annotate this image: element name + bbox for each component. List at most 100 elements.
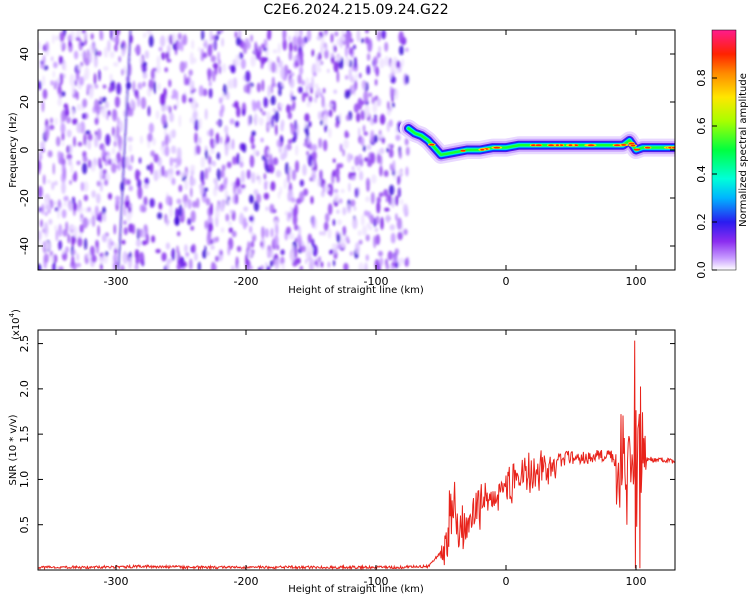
- spectrogram-noise-blob: [188, 69, 193, 76]
- spectrogram-noise-blob: [358, 262, 364, 270]
- spectrogram-noise-blob: [379, 154, 383, 166]
- spectrogram-noise-blob: [90, 217, 94, 225]
- spectrogram-noise-blob: [267, 149, 270, 156]
- spectrogram-noise-blob: [197, 261, 201, 270]
- spectrogram-noise-blob: [270, 95, 276, 106]
- spectrogram-noise-blob: [333, 188, 339, 193]
- spectrogram-noise-blob: [89, 44, 93, 52]
- spectrogram-noise-blob: [344, 75, 349, 80]
- spectrogram-noise-blob: [67, 158, 72, 166]
- snr-y-axis-label: SNR (10 * v/v): [8, 414, 19, 485]
- spectrogram-noise-blob: [87, 159, 92, 169]
- spectrogram-noise-blob: [235, 177, 241, 188]
- spectrogram-noise-blob: [76, 68, 80, 81]
- spectrogram-noise-blob: [311, 215, 316, 229]
- spectrogram-noise-blob: [97, 213, 100, 219]
- spectrogram-noise-blob: [61, 181, 66, 195]
- spectrogram-noise-blob: [395, 213, 398, 221]
- spectrogram-noise-blob: [52, 34, 55, 44]
- spectrogram-noise-blob: [112, 253, 118, 263]
- spectrogram-noise-blob: [344, 130, 349, 139]
- spectrogram-noise-blob: [61, 131, 65, 141]
- spectrogram-noise-blob: [52, 261, 57, 270]
- spectrogram-noise-blob: [303, 188, 309, 196]
- spectrogram-noise-blob: [76, 103, 82, 111]
- spectrogram-noise-blob: [130, 154, 134, 164]
- spectrogram-noise-blob: [55, 229, 59, 242]
- spectrogram-noise-blob: [348, 182, 351, 192]
- spectrogram-noise-blob: [315, 84, 319, 96]
- spectrogram-noise-blob: [114, 247, 118, 255]
- spectrogram-noise-blob: [288, 35, 291, 42]
- spectrogram-noise-blob: [394, 248, 399, 256]
- spectrogram-noise-blob: [45, 41, 49, 51]
- spectrogram-noise-blob: [76, 91, 79, 101]
- spectrogram-noise-blob: [108, 86, 113, 93]
- spectrogram-noise-blob: [366, 222, 371, 228]
- spectrogram-noise-blob: [259, 108, 263, 113]
- spectrogram-noise-blob: [224, 189, 229, 201]
- spectrogram-noise-blob: [215, 120, 221, 126]
- spectrogram-noise-blob: [318, 256, 321, 263]
- spectrogram-noise-blob: [233, 181, 236, 195]
- spectrogram-noise-blob: [290, 89, 293, 96]
- spectrogram-noise-blob: [164, 67, 169, 73]
- spectrogram-noise-blob: [258, 117, 264, 126]
- spectrogram-noise-blob: [178, 114, 182, 128]
- spectrogram-noise-blob: [205, 251, 210, 256]
- spectrogram-noise-blob: [375, 234, 381, 246]
- spectrogram-noise-blob: [88, 87, 94, 99]
- spectrogram-noise-blob: [168, 172, 171, 182]
- spectrogram-noise-blob: [113, 262, 116, 270]
- spectrogram-noise-blob: [62, 141, 65, 147]
- spectrogram-noise-blob: [187, 218, 192, 226]
- spectrogram-noise-blob: [304, 113, 310, 123]
- spectrogram-noise-blob: [348, 47, 353, 56]
- spectrogram-noise-blob: [218, 97, 223, 104]
- spectrogram-noise-blob: [311, 238, 315, 248]
- spectrogram-noise-blob: [102, 169, 107, 175]
- spectrogram-noise-blob: [58, 82, 62, 95]
- spectrogram-noise-blob: [102, 145, 106, 157]
- spectrogram-noise-blob: [38, 152, 42, 157]
- spectrogram-noise-blob: [148, 35, 154, 48]
- spectrogram-noise-blob: [273, 234, 279, 248]
- spectrogram-noise-blob: [54, 117, 58, 126]
- spectrogram-hotspot-core: [587, 144, 595, 147]
- spectrogram-noise-blob: [294, 224, 299, 231]
- spectrogram-noise-blob: [217, 51, 221, 63]
- x-tick-label: 100: [626, 575, 647, 588]
- spectrogram-noise-blob: [333, 89, 338, 94]
- spectrogram-noise-blob: [43, 253, 49, 264]
- spectrogram-noise-blob: [121, 43, 124, 50]
- spectrogram-noise-blob: [73, 50, 79, 60]
- spectrogram-noise-blob: [111, 126, 115, 137]
- spectrogram-noise-blob: [210, 239, 214, 245]
- spectrogram-noise-blob: [47, 150, 53, 158]
- x-tick-label: -100: [364, 275, 389, 288]
- spectrogram-noise-blob: [320, 261, 324, 268]
- spectrogram-noise-blob: [194, 119, 200, 131]
- spectrogram-noise-blob: [253, 200, 260, 212]
- spectrogram-noise-blob: [98, 100, 103, 105]
- spectrogram-noise-blob: [258, 266, 262, 270]
- spectrogram-noise-blob: [174, 164, 179, 169]
- spectrogram-noise-blob: [363, 131, 368, 136]
- spectrogram-noise-blob: [63, 199, 67, 207]
- x-tick-label: 100: [626, 275, 647, 288]
- spectrogram-noise-blob: [77, 200, 81, 213]
- spectrogram-noise-blob: [138, 157, 142, 164]
- spectrogram-noise-blob: [250, 34, 254, 42]
- spectrogram-noise-blob: [320, 37, 325, 51]
- spectrogram-noise-blob: [152, 137, 156, 146]
- spectrogram-noise-blob: [198, 85, 204, 97]
- spectrogram-noise-blob: [381, 30, 386, 40]
- spectrogram-noise-blob: [72, 225, 78, 238]
- spectrogram-noise-blob: [82, 150, 87, 158]
- spectrogram-noise-blob: [58, 266, 64, 270]
- spectrogram-noise-blob: [328, 109, 333, 118]
- spectrogram-noise-blob: [171, 248, 176, 261]
- spectrogram-noise-blob: [333, 243, 338, 249]
- spectrogram-noise-blob: [236, 106, 241, 118]
- spectrogram-noise-blob: [190, 177, 196, 186]
